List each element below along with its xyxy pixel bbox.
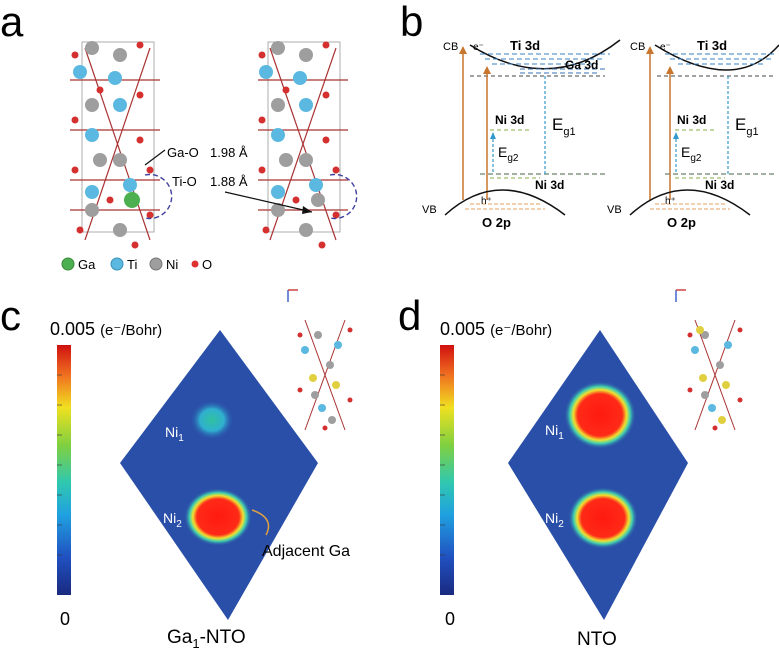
vb-curve	[444, 189, 566, 216]
panel-d: d 0.005 (e⁻/Bohr) 0 Ni1 Ni2 NTO	[398, 289, 743, 650]
o2p-label: O 2p	[482, 215, 511, 230]
cb-label: CB	[443, 41, 458, 53]
legend-o: O	[202, 257, 212, 272]
structure-inset-d	[675, 289, 743, 431]
scale-min-c: 0	[60, 609, 70, 629]
ti-o-label: Ti-O	[172, 174, 197, 189]
band-diagram-ga1-nto: Ti 3d Ga 3d CB e⁻ Ni 3d Ni 3d Eg1 Eg2 VB	[422, 38, 621, 230]
ti3d-label: Ti 3d	[697, 38, 727, 53]
vb-label: VB	[422, 204, 437, 216]
legend-ga: Ga	[78, 257, 96, 272]
ti-o-arrowhead	[302, 206, 312, 214]
charge-density-map-d	[508, 330, 688, 620]
structure-inset-c	[287, 289, 353, 431]
ni3d-upper-label: Ni 3d	[495, 113, 524, 127]
panel-a-label: a	[0, 0, 24, 45]
charge-density-map-c	[120, 330, 318, 620]
electron-label: e⁻	[473, 42, 484, 53]
hole-label: h⁺	[481, 196, 492, 207]
colorbar-d	[440, 345, 454, 595]
caption-c: Ga1-NTO	[167, 627, 246, 651]
ni3d-lower-label: Ni 3d	[535, 178, 564, 192]
ni2-label-d: Ni2	[545, 510, 564, 530]
legend-ti: Ti	[127, 257, 137, 272]
panel-a: a	[0, 0, 358, 272]
eg1-label: Eg1	[735, 115, 759, 138]
ni1-spot-c	[190, 400, 234, 440]
cb-curve	[654, 44, 779, 71]
cb-label: CB	[630, 41, 645, 53]
panel-b: b Ti 3d Ga 3d CB e⁻ Ni 3d Ni 3d	[400, 0, 779, 230]
eg2-label: Eg2	[498, 144, 519, 164]
ti3d-label: Ti 3d	[510, 38, 540, 53]
hole-label: h⁺	[665, 196, 676, 207]
ni1-label-d: Ni1	[545, 422, 564, 442]
panel-c-label: c	[0, 292, 21, 339]
panel-c: c 0.005 (e⁻/Bohr) 0 Ni1 Ni2 Adjacent Ga …	[0, 289, 353, 651]
vb-label: VB	[607, 204, 622, 216]
crystal-structure-nto	[258, 41, 358, 249]
crystal-structure-ga1-nto	[70, 41, 173, 249]
ni3d-lower-label: Ni 3d	[705, 178, 734, 192]
legend-ti-marker	[110, 257, 124, 271]
panel-b-label: b	[400, 0, 423, 45]
scale-max-c: 0.005 (e⁻/Bohr)	[50, 319, 162, 339]
scale-max-d: 0.005 (e⁻/Bohr)	[440, 319, 552, 339]
ti-o-pointer	[224, 191, 313, 213]
legend-ni: Ni	[166, 257, 178, 272]
eg1-label: Eg1	[552, 115, 576, 138]
vb-curve	[629, 189, 751, 216]
o2p-label: O 2p	[667, 215, 696, 230]
band-diagram-nto: Ti 3d CB e⁻ Ni 3d Ni 3d Eg1 Eg2 VB h⁺ O …	[607, 38, 779, 230]
scale-min-d: 0	[445, 609, 455, 629]
ti-o-value: 1.88 Å	[210, 174, 248, 189]
caption-d: NTO	[577, 629, 617, 650]
ni1-spot-d	[564, 381, 636, 449]
legend-o-marker	[191, 260, 199, 268]
ga-o-value: 1.98 Å	[210, 145, 248, 160]
ni2-spot-c	[184, 488, 252, 546]
adjacent-ga-label: Adjacent Ga	[262, 543, 350, 560]
eg2-label: Eg2	[681, 144, 702, 164]
panel-d-label: d	[398, 292, 421, 339]
ni2-label-c: Ni2	[163, 510, 182, 530]
ni3d-upper-label: Ni 3d	[677, 113, 706, 127]
ga3d-label: Ga 3d	[565, 58, 598, 72]
legend-ga-marker	[61, 257, 75, 271]
legend-ni-marker	[149, 257, 163, 271]
ga-o-label: Ga-O	[167, 145, 199, 160]
ni1-label-c: Ni1	[165, 424, 184, 444]
colorbar-c	[57, 345, 71, 595]
electron-label: e⁻	[660, 42, 671, 53]
ga-o-pointer	[144, 149, 166, 166]
adjacent-ga-pointer	[251, 509, 270, 536]
atom-legend: Ga Ti Ni O	[61, 257, 212, 272]
ni2-spot-d	[568, 487, 638, 549]
